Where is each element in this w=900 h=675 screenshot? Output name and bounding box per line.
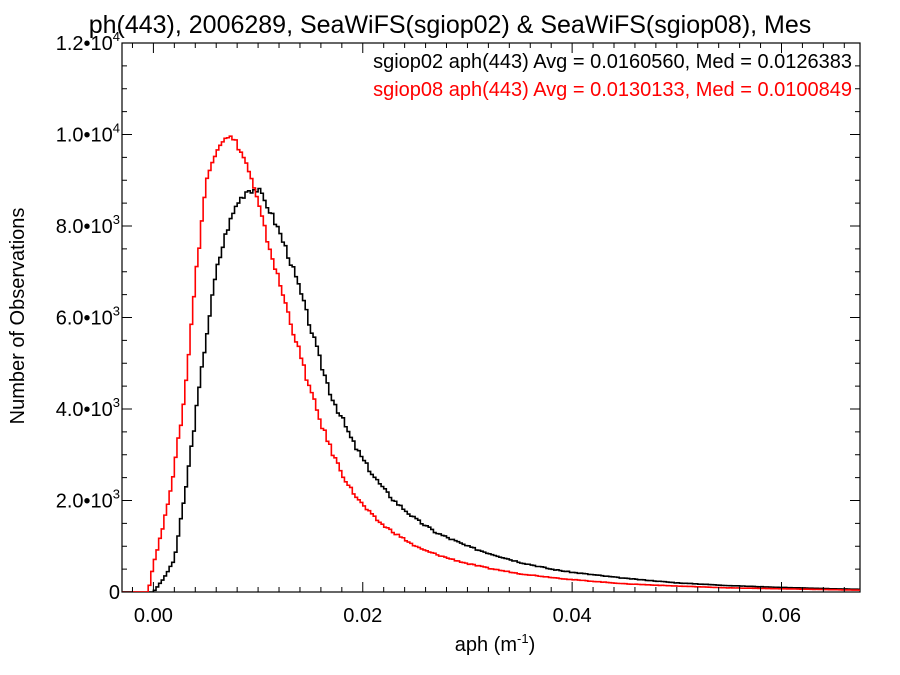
y-axis-label: Number of Observations	[7, 208, 29, 425]
y-tick-label: 0	[109, 582, 120, 604]
y-tick-label: 2.0•103	[56, 487, 120, 513]
x-tick-label: 0.02	[343, 605, 382, 627]
y-tick-label-main: 8.0•10	[56, 216, 113, 238]
legend-entry-sgiop02: sgiop02 aph(443) Avg = 0.0160560, Med = …	[373, 51, 852, 73]
y-tick-label-sup: 4	[113, 29, 120, 44]
y-tick-label-sup: 3	[113, 395, 120, 410]
y-tick-label: 4.0•103	[56, 395, 120, 421]
y-tick-label: 6.0•103	[56, 304, 120, 330]
y-tick-label-main: 1.2•10	[56, 33, 113, 55]
chart-title: ph(443), 2006289, SeaWiFS(sgiop02) & Sea…	[89, 11, 812, 39]
y-tick-label-main: 0	[109, 582, 120, 604]
y-tick-label-sup: 4	[113, 121, 120, 136]
x-axis-label: aph (m-1)	[455, 631, 535, 656]
series-layer	[122, 135, 860, 592]
series-line-sgiop08	[122, 135, 860, 592]
y-tick-label-sup: 3	[113, 487, 120, 502]
x-tick-label: 0.06	[762, 605, 801, 627]
y-tick-label-main: 4.0•10	[56, 399, 113, 421]
x-tick-label: 0.04	[553, 605, 592, 627]
plot-frame	[121, 42, 861, 593]
y-tick-label: 1.0•104	[56, 121, 120, 147]
y-tick-label-main: 1.0•10	[56, 125, 113, 147]
y-tick-label-main: 2.0•10	[56, 491, 113, 513]
y-tick-label: 8.0•103	[56, 212, 120, 238]
legend: sgiop02 aph(443) Avg = 0.0160560, Med = …	[373, 51, 852, 101]
x-axis-label-main: aph (m	[455, 634, 517, 656]
y-tick-label-main: 6.0•10	[56, 308, 113, 330]
x-tick-label: 0.00	[134, 605, 173, 627]
x-axis-label-sup: -1	[517, 631, 529, 646]
series-line-sgiop02	[122, 187, 860, 592]
x-axis-label-suffix: )	[529, 634, 536, 656]
y-tick-label-sup: 3	[113, 212, 120, 227]
y-tick-label: 1.2•104	[56, 29, 120, 55]
plot-area: 0.00 0.02 0.04 0.0602.0•1034.0•1036.0•1038.…	[56, 29, 861, 627]
ticks-layer: 0.00 0.02 0.04 0.0602.0•1034.0•1036.0•1038.…	[56, 29, 860, 627]
legend-entry-sgiop08: sgiop08 aph(443) Avg = 0.0130133, Med = …	[373, 79, 852, 101]
y-tick-label-sup: 3	[113, 304, 120, 319]
